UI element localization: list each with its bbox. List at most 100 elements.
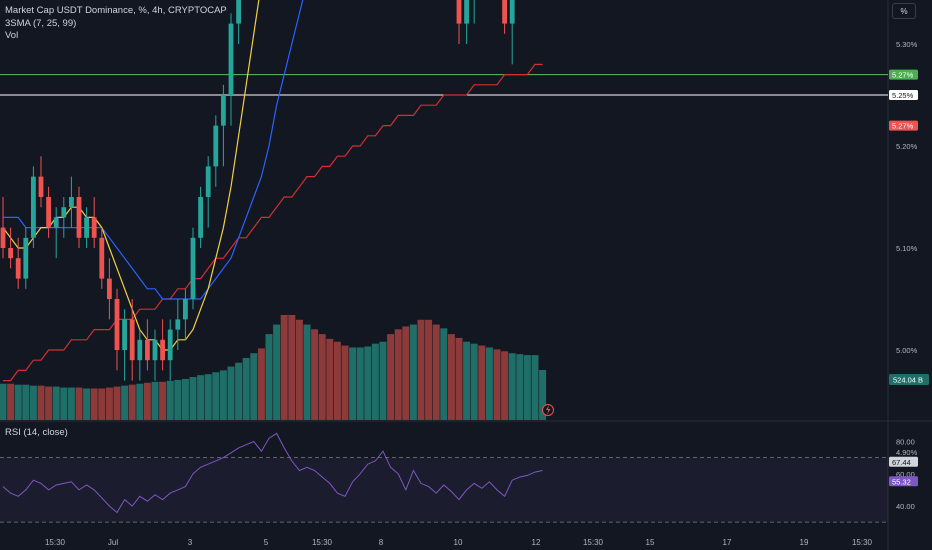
rsi-value-tag-label: 55.32 [892, 477, 911, 486]
volume-bar [394, 329, 402, 420]
volume-bar [318, 334, 326, 420]
candle-body [53, 217, 59, 228]
volume-bar [105, 387, 113, 420]
percent-scale-button[interactable]: % [892, 3, 916, 19]
price-tag [889, 90, 918, 100]
candle-body [61, 207, 67, 218]
volume-bar [303, 324, 311, 420]
candle-body [8, 248, 13, 259]
volume-bar [219, 370, 227, 420]
volume-bar [447, 334, 455, 420]
candle-body [190, 237, 196, 299]
candle-body [15, 258, 21, 279]
volume-bar [341, 345, 349, 420]
price-axis-tick: 5.20% [896, 142, 918, 151]
time-axis-tick: 15:30 [852, 538, 873, 547]
candle-body [205, 166, 211, 197]
time-axis-tick: 15:30 [45, 538, 66, 547]
volume-bar [523, 355, 531, 420]
volume-legend[interactable]: Vol [5, 30, 19, 41]
rsi-band-fill [0, 457, 888, 523]
candle-body [228, 23, 234, 96]
price-tag-label: 5.25% [892, 91, 914, 100]
volume-bar [402, 326, 410, 420]
price-tag-label: 5.27% [892, 122, 914, 131]
price-axis-tick: 5.30% [896, 40, 918, 49]
candle-body [137, 339, 143, 361]
volume-bar [387, 334, 395, 420]
volume-bar [136, 383, 144, 420]
volume-bar [121, 385, 129, 420]
candle-body [152, 339, 158, 361]
volume-bar [22, 384, 30, 420]
volume-bar [333, 341, 341, 420]
volume-bar [45, 386, 53, 420]
time-axis-tick: 19 [800, 538, 809, 547]
volume-bar [326, 338, 334, 420]
volume-bar [311, 329, 319, 420]
rsi-value-tag [889, 476, 918, 487]
volume-bar [478, 345, 486, 420]
volume-bar [128, 384, 136, 420]
volume-bar [83, 388, 91, 420]
volume-bar [409, 324, 417, 420]
candle-body [31, 176, 36, 238]
volume-bar [181, 378, 189, 420]
volume-bar [113, 386, 121, 420]
rsi-line [2, 432, 543, 514]
volume-bar [349, 347, 357, 420]
volume-bar [90, 388, 98, 420]
volume-bar [440, 328, 448, 420]
time-axis-tick: 15:30 [583, 538, 604, 547]
candle-body [84, 217, 89, 238]
volume-bar [52, 386, 60, 420]
volume-bar [159, 381, 167, 420]
volume-bar [463, 341, 471, 420]
price-axis-tick: 5.10% [896, 244, 918, 253]
candle-body [145, 339, 150, 361]
volume-bar [280, 315, 288, 420]
time-axis-tick: 5 [264, 538, 269, 547]
volume-bar [98, 388, 106, 420]
rsi-axis-tick: 60.00 [896, 470, 915, 479]
volume-bar [273, 324, 281, 420]
candle-body [509, 0, 515, 24]
candle-body [107, 278, 112, 299]
volume-bar [265, 334, 273, 420]
candle-body [456, 0, 462, 24]
volume-bar [485, 347, 493, 420]
volume-tag-label: 524.04 B [893, 376, 923, 385]
volume-bar [417, 319, 425, 420]
candle-body [91, 217, 97, 238]
volume-bar [531, 355, 539, 420]
volume-bar [235, 362, 243, 420]
volume-bar [151, 381, 159, 420]
candle-body [76, 197, 82, 238]
volume-bar [174, 379, 182, 420]
volume-bar [470, 343, 478, 420]
sma-legend[interactable]: 3SMA (7, 25, 99) [5, 18, 77, 29]
candle-body [0, 227, 6, 248]
candle-body [464, 0, 469, 24]
candle-body [213, 125, 219, 167]
volume-bar [7, 383, 15, 420]
volume-bar [75, 387, 83, 420]
volume-bar [508, 353, 516, 420]
volume-bar [189, 377, 197, 420]
volume-bar [242, 357, 250, 420]
volume-bar [204, 374, 212, 420]
rsi-legend[interactable]: RSI (14, close) [5, 427, 68, 438]
time-axis-tick: Jul [108, 538, 118, 547]
rsi-axis-tick: 40.00 [896, 502, 915, 511]
sma7-line [2, 0, 260, 351]
candle-body [236, 0, 241, 24]
price-tag [889, 69, 918, 80]
volume-bar [60, 387, 68, 420]
volume-bar [257, 348, 265, 420]
volume-bar [227, 366, 235, 420]
time-axis-tick: 10 [454, 538, 463, 547]
candle-body [502, 0, 507, 24]
price-tag [889, 120, 918, 131]
rsi-band-tag-label: 67.44 [892, 458, 911, 467]
